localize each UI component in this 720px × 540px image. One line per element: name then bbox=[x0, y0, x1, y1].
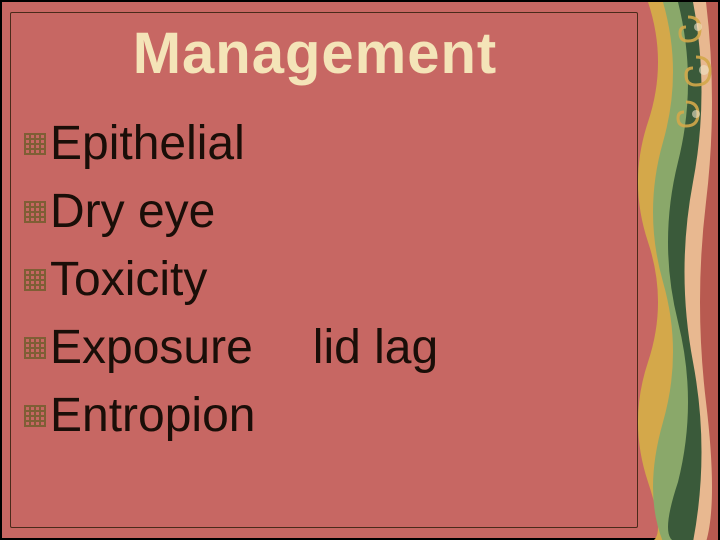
decorative-strip bbox=[638, 2, 718, 540]
list-item: Exposure lid lag bbox=[24, 318, 438, 378]
list-item: Toxicity bbox=[24, 250, 438, 310]
list-item: Epithelial bbox=[24, 114, 438, 174]
bullet-icon bbox=[24, 405, 46, 427]
item-extra: lid lag bbox=[313, 318, 438, 378]
slide-title: Management bbox=[2, 20, 628, 87]
item-label: Toxicity bbox=[50, 250, 207, 310]
slide: Management Epithelial Dry eye Toxicity E… bbox=[0, 0, 720, 540]
item-label: Dry eye bbox=[50, 182, 215, 242]
bullet-icon bbox=[24, 269, 46, 291]
list-item: Dry eye bbox=[24, 182, 438, 242]
deco-svg bbox=[638, 2, 718, 540]
list-item: Entropion bbox=[24, 386, 438, 446]
item-label: Entropion bbox=[50, 386, 255, 446]
bullet-icon bbox=[24, 133, 46, 155]
item-label: Epithelial bbox=[50, 114, 245, 174]
bullet-icon bbox=[24, 337, 46, 359]
bullet-icon bbox=[24, 201, 46, 223]
slide-content: Epithelial Dry eye Toxicity Exposure lid… bbox=[24, 114, 438, 454]
item-label: Exposure bbox=[50, 318, 253, 378]
